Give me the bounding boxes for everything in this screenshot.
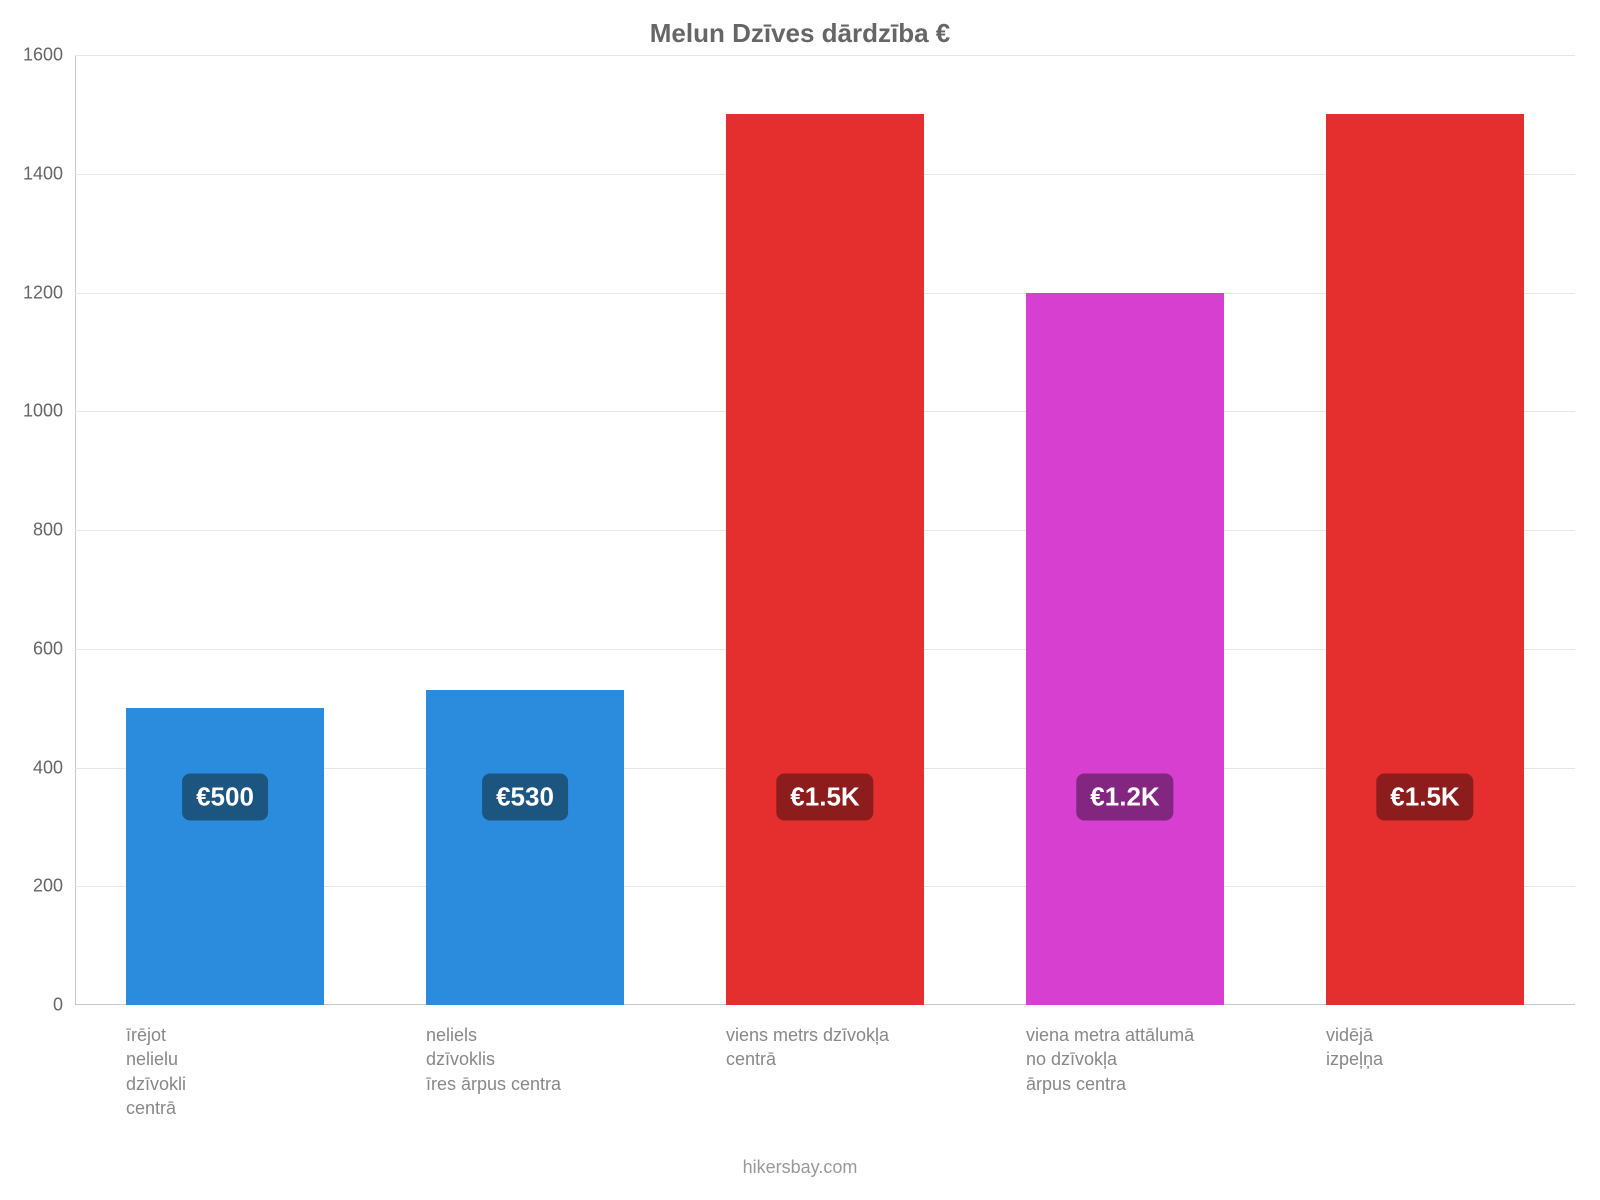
bar-value-badge: €1.5K: [776, 774, 873, 821]
chart-footer: hikersbay.com: [0, 1157, 1600, 1178]
bar-value-badge: €530: [482, 774, 568, 821]
y-tick-label: 600: [0, 638, 63, 659]
bar-value-badge: €500: [182, 774, 268, 821]
x-tick-label: neliels dzīvoklis īres ārpus centra: [426, 1023, 624, 1096]
bar: [1026, 293, 1224, 1006]
bar: [726, 114, 924, 1005]
gridline: [75, 55, 1575, 56]
bar-value-badge: €1.5K: [1376, 774, 1473, 821]
bar: [1326, 114, 1524, 1005]
chart-title: Melun Dzīves dārdzība €: [0, 18, 1600, 49]
x-tick-label: īrējot nelielu dzīvokli centrā: [126, 1023, 324, 1120]
y-tick-label: 1200: [0, 282, 63, 303]
x-tick-label: viens metrs dzīvokļa centrā: [726, 1023, 924, 1072]
x-tick-label: viena metra attālumā no dzīvokļa ārpus c…: [1026, 1023, 1224, 1096]
bar: [126, 708, 324, 1005]
bar-value-badge: €1.2K: [1076, 774, 1173, 821]
y-tick-label: 800: [0, 520, 63, 541]
y-tick-label: 1600: [0, 45, 63, 66]
y-tick-label: 0: [0, 995, 63, 1016]
y-tick-label: 1000: [0, 401, 63, 422]
y-tick-label: 1400: [0, 163, 63, 184]
x-tick-label: vidējā izpeļņa: [1326, 1023, 1524, 1072]
chart-container: Melun Dzīves dārdzība € 0 200 400 600 800 100…: [0, 0, 1600, 1200]
y-tick-label: 200: [0, 876, 63, 897]
y-tick-label: 400: [0, 757, 63, 778]
bar: [426, 690, 624, 1005]
